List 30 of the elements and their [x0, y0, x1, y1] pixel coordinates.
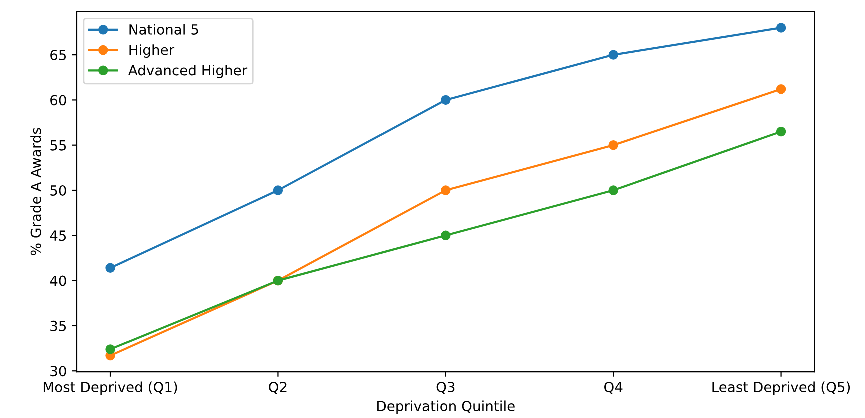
- x-tick-label: Least Deprived (Q5): [712, 382, 850, 396]
- y-tick-label: 40: [50, 276, 66, 286]
- legend-label: Advanced Higher: [128, 64, 248, 78]
- x-tick-label: Q2: [269, 382, 287, 394]
- y-tick-label: 65: [50, 50, 66, 61]
- point: [273, 186, 284, 196]
- y-tick-label: 55: [50, 140, 66, 151]
- y-tick-label: 30: [50, 366, 66, 377]
- point: [608, 50, 618, 60]
- point: [441, 95, 451, 106]
- point: [106, 263, 116, 274]
- y-tick-label: 60: [50, 95, 66, 106]
- point: [776, 23, 786, 33]
- point: [608, 140, 618, 150]
- point: [106, 344, 116, 354]
- y-tick-label: 35: [50, 320, 66, 332]
- point: [608, 186, 618, 196]
- point: [776, 84, 786, 94]
- x-tick-label: Q3: [436, 382, 455, 394]
- y-tick-label: 50: [50, 185, 66, 196]
- x-axis-title: Deprivation Quintile: [378, 400, 515, 414]
- y-axis-title: % Grade A Awards: [30, 128, 42, 256]
- x-tick-label: Most Deprived (Q1): [44, 382, 178, 396]
- point: [776, 126, 786, 137]
- legend-label: National 5: [130, 24, 198, 35]
- legend-label: Higher: [130, 44, 175, 58]
- y-tick-label: 45: [50, 230, 66, 242]
- point: [441, 186, 451, 196]
- x-tick-label: Q4: [604, 382, 623, 394]
- point: [441, 230, 451, 241]
